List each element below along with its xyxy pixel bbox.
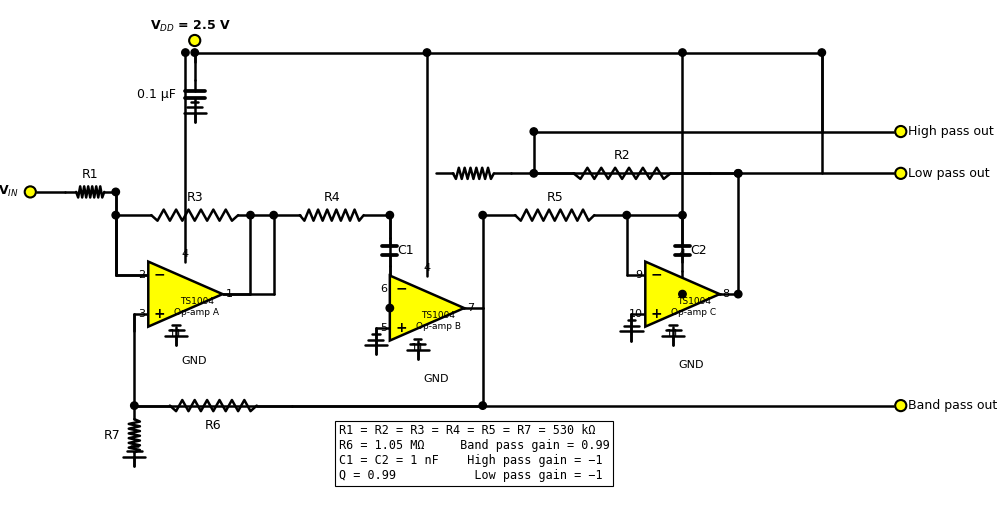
Text: Band pass out: Band pass out <box>908 399 997 412</box>
Text: 10: 10 <box>629 308 643 319</box>
Text: 5: 5 <box>380 322 387 333</box>
Text: 6: 6 <box>380 284 387 294</box>
Circle shape <box>531 128 538 135</box>
Polygon shape <box>148 262 222 327</box>
Text: Low pass out: Low pass out <box>908 167 990 180</box>
Text: 0.1 μF: 0.1 μF <box>137 88 176 101</box>
Text: Op-amp A: Op-amp A <box>174 308 219 317</box>
Text: −: − <box>395 282 406 296</box>
Circle shape <box>191 49 198 56</box>
Text: TS1004: TS1004 <box>677 297 711 306</box>
Circle shape <box>735 169 742 177</box>
Text: 11: 11 <box>410 344 424 353</box>
Circle shape <box>386 212 393 219</box>
Text: 11: 11 <box>169 330 183 339</box>
Polygon shape <box>646 262 720 327</box>
Circle shape <box>895 126 906 137</box>
Circle shape <box>386 304 393 312</box>
Circle shape <box>479 402 486 409</box>
Text: R1 = R2 = R3 = R4 = R5 = R7 = 530 kΩ
R6 = 1.05 MΩ     Band pass gain = 0.99
C1 =: R1 = R2 = R3 = R4 = R5 = R7 = 530 kΩ R6 … <box>338 424 610 482</box>
Text: Op-amp B: Op-amp B <box>415 322 460 331</box>
Circle shape <box>818 49 826 56</box>
Text: TS1004: TS1004 <box>179 297 213 306</box>
Circle shape <box>623 212 631 219</box>
Text: GND: GND <box>182 356 207 366</box>
Text: TS1004: TS1004 <box>421 311 455 320</box>
Circle shape <box>423 49 430 56</box>
Text: 8: 8 <box>723 289 730 299</box>
Circle shape <box>189 35 200 46</box>
Text: R6: R6 <box>205 419 221 432</box>
Polygon shape <box>389 276 464 340</box>
Text: 4: 4 <box>679 249 686 259</box>
Text: R4: R4 <box>323 191 340 204</box>
Circle shape <box>247 212 254 219</box>
Text: 1: 1 <box>225 289 232 299</box>
Circle shape <box>112 212 119 219</box>
Text: Op-amp C: Op-amp C <box>671 308 716 317</box>
Text: R1: R1 <box>82 168 98 181</box>
Text: 4: 4 <box>423 263 430 273</box>
Text: −: − <box>651 268 663 282</box>
Text: 7: 7 <box>466 303 474 313</box>
Text: R5: R5 <box>547 191 564 204</box>
Text: GND: GND <box>423 374 448 384</box>
Text: +: + <box>395 320 406 335</box>
Circle shape <box>895 400 906 411</box>
Text: High pass out: High pass out <box>908 125 994 138</box>
Circle shape <box>479 212 486 219</box>
Text: GND: GND <box>679 360 705 370</box>
Text: V$_{IN}$: V$_{IN}$ <box>0 184 19 199</box>
Text: R7: R7 <box>104 430 120 442</box>
Text: 4: 4 <box>182 249 189 259</box>
Circle shape <box>679 212 686 219</box>
Text: 3: 3 <box>138 308 145 319</box>
Circle shape <box>531 169 538 177</box>
Text: +: + <box>153 306 165 321</box>
Text: C2: C2 <box>690 244 707 257</box>
Circle shape <box>735 290 742 298</box>
Circle shape <box>130 402 138 409</box>
Text: C1: C1 <box>397 244 413 257</box>
Text: 11: 11 <box>667 330 680 339</box>
Circle shape <box>182 49 189 56</box>
Circle shape <box>895 168 906 179</box>
Text: 2: 2 <box>138 270 145 280</box>
Text: R3: R3 <box>186 191 203 204</box>
Text: V$_{DD}$ = 2.5 V: V$_{DD}$ = 2.5 V <box>149 19 230 34</box>
Circle shape <box>25 186 36 197</box>
Circle shape <box>270 212 277 219</box>
Text: 9: 9 <box>636 270 643 280</box>
Circle shape <box>679 49 686 56</box>
Text: R2: R2 <box>614 149 631 162</box>
Circle shape <box>112 188 119 196</box>
Circle shape <box>679 290 686 298</box>
Text: −: − <box>153 268 165 282</box>
Circle shape <box>735 169 742 177</box>
Text: +: + <box>651 306 663 321</box>
